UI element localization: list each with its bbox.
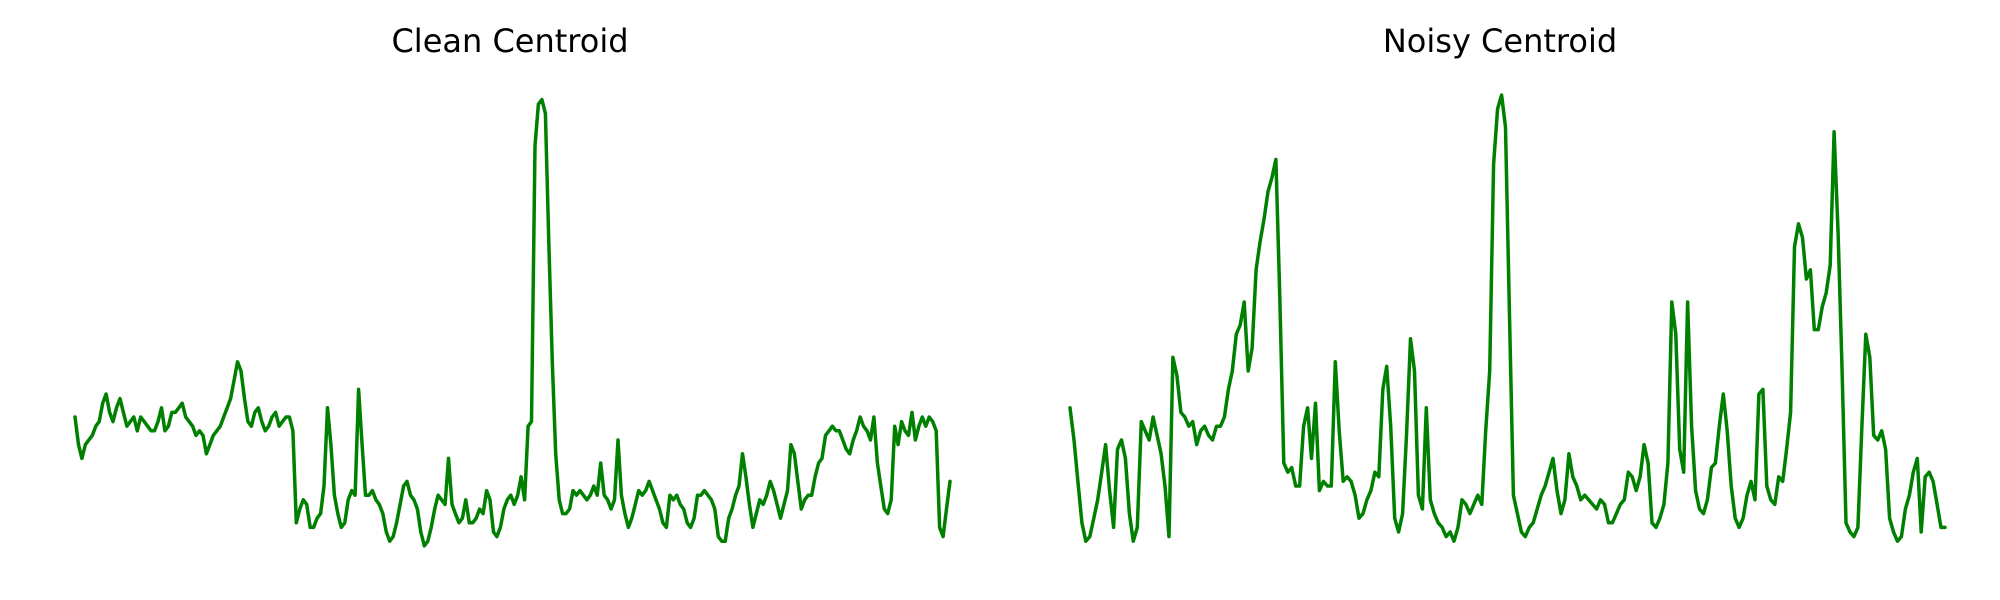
chart-title: Clean Centroid — [391, 22, 629, 60]
line-plot-clean — [73, 97, 952, 548]
chart-panel-noisy: Noisy Centroid — [1000, 0, 2000, 600]
series-line — [73, 97, 952, 548]
chart-panel-clean: Clean Centroid — [73, 22, 952, 548]
line-plot-noisy — [1068, 93, 1947, 543]
chart-title: Noisy Centroid — [1382, 22, 1618, 60]
series-line — [1068, 93, 1947, 543]
